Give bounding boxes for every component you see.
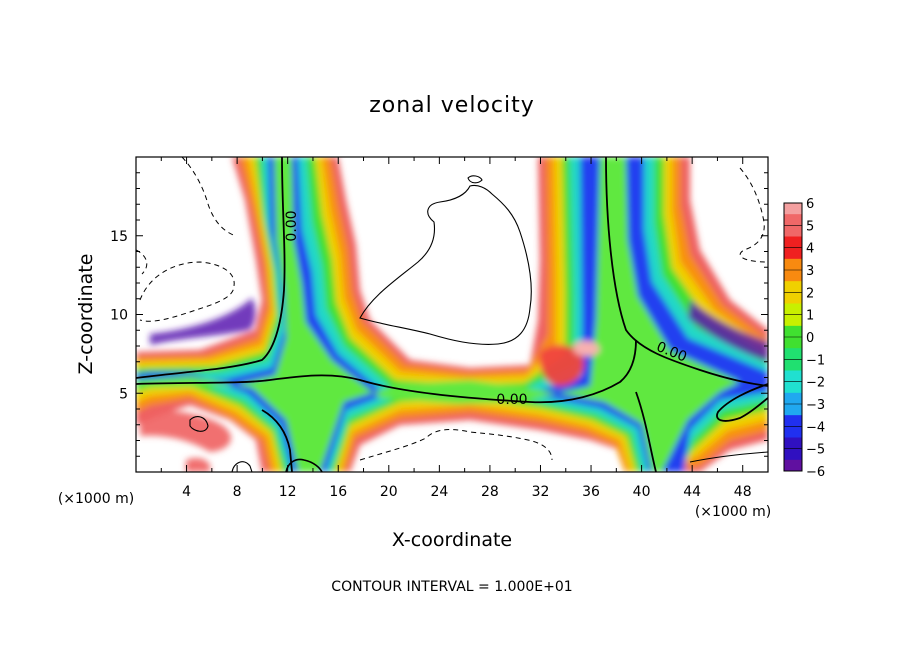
colorbar-segment xyxy=(784,359,802,371)
colorbar-segment xyxy=(784,448,802,461)
x-tick-label: 8 xyxy=(233,484,242,500)
x-tick-label: 44 xyxy=(683,484,701,500)
colorbar-label: −1 xyxy=(806,353,825,368)
contour-solid-small xyxy=(467,175,483,184)
x-tick-label: 20 xyxy=(380,484,398,500)
contour-solid-bottomleft xyxy=(189,416,209,432)
colorbar-segment xyxy=(784,225,802,237)
x-tick-label: 32 xyxy=(532,484,550,500)
y-tick-label: 5 xyxy=(119,386,128,402)
colorbar-segment xyxy=(784,214,802,226)
colorbar-segment xyxy=(784,270,802,282)
contour-lines xyxy=(136,157,768,472)
colorbar-segment xyxy=(784,325,802,338)
contour-zero-left xyxy=(136,157,286,379)
colorbar-segment xyxy=(784,370,802,383)
x-tick-label: 28 xyxy=(481,484,499,500)
colorbar-label: −6 xyxy=(806,465,825,480)
contour-solid-bottom xyxy=(231,461,253,472)
colorbar-segment xyxy=(784,314,802,327)
contour-zero-right-edge xyxy=(716,383,768,422)
colorbar-segment xyxy=(784,392,802,405)
colorbar-label: −4 xyxy=(806,420,825,435)
patch-purple-left xyxy=(150,298,256,345)
colorbar-label: −2 xyxy=(806,376,825,391)
colorbar-segment xyxy=(784,459,802,472)
colorbar-segment xyxy=(784,381,802,394)
x-unit-left: (×1000 m) xyxy=(58,491,134,507)
colorbar-segment xyxy=(784,348,802,360)
contour-zero-right xyxy=(605,157,768,387)
colorbar-label: 3 xyxy=(806,264,814,279)
x-unit-right: (×1000 m) xyxy=(695,504,771,520)
x-axis-label: X-coordinate xyxy=(392,529,512,551)
colorbar-segment xyxy=(784,303,802,316)
patch-red-bottomleft xyxy=(140,410,232,452)
contour-dashed-bottom xyxy=(359,429,553,461)
x-tick-label: 48 xyxy=(734,484,752,500)
colorbar-segment xyxy=(784,292,802,304)
patch-red-bottom xyxy=(186,457,210,472)
contour-label-left: 0.00 xyxy=(284,210,300,241)
x-tick-label: 4 xyxy=(182,484,191,500)
colorbar-segment xyxy=(784,281,802,293)
colorbar-label: −3 xyxy=(806,398,825,413)
x-tick-label: 24 xyxy=(430,484,448,500)
colorbar-segment xyxy=(784,437,802,450)
x-tick-label: 40 xyxy=(633,484,651,500)
x-tick-label: 12 xyxy=(279,484,297,500)
contour-dashed-left-loop xyxy=(139,261,235,322)
band-green-core xyxy=(136,157,740,472)
colorbar-segment xyxy=(784,236,802,249)
y-axis-label: Z-coordinate xyxy=(75,254,97,375)
chart-title: zonal velocity xyxy=(369,93,535,118)
contour-interval-note: CONTOUR INTERVAL = 1.000E+01 xyxy=(331,579,572,595)
contour-dashed-topleft xyxy=(181,157,237,237)
colorbar-segment xyxy=(784,203,802,215)
colorbar-label: 2 xyxy=(806,286,814,301)
colorbar-label: 6 xyxy=(806,197,814,212)
contour-zero-layer xyxy=(136,339,637,404)
colorbar-segment xyxy=(784,426,802,438)
patch-pink-right xyxy=(574,340,600,357)
colorbar-segment xyxy=(784,415,802,427)
contour-solid-right-bottom xyxy=(689,451,768,463)
colorbar: 6 5 4 3 2 1 0 −1 −2 −3 −4 −5 −6 xyxy=(783,197,825,480)
x-axis-ticks: 4 8 12 16 20 24 28 32 36 40 44 48 xyxy=(160,157,752,500)
plot-area: 0.00 0.00 0.00 4 8 12 16 20 24 28 32 36 40 44 48 51… xyxy=(110,156,769,500)
colorbar-label: 5 xyxy=(806,219,814,234)
x-tick-label: 36 xyxy=(582,484,600,500)
colorbar-segment xyxy=(784,337,802,349)
x-tick-label: 16 xyxy=(329,484,347,500)
contour-label-center: 0.00 xyxy=(496,392,527,408)
contour-solid-center xyxy=(359,184,532,345)
colorbar-segment xyxy=(784,247,802,260)
colorbar-label: −5 xyxy=(806,443,825,458)
colorbar-label: 4 xyxy=(806,242,814,257)
contour-zero-bottom-lobe xyxy=(285,458,323,472)
y-tick-label: 10 xyxy=(110,308,128,324)
colorbar-segment xyxy=(784,258,802,271)
contour-dashed-topright xyxy=(739,167,768,263)
colorbar-label: 1 xyxy=(806,309,814,324)
y-tick-label: 15 xyxy=(110,229,128,245)
contour-zero-lower xyxy=(261,409,293,472)
colorbar-label: 0 xyxy=(806,331,814,346)
patch-red-right xyxy=(539,345,585,387)
y-axis-ticks: 5 10 15 xyxy=(110,172,768,457)
patch-purple-right xyxy=(688,300,768,362)
contour-zero-right-lower xyxy=(635,391,657,472)
colorbar-segment xyxy=(784,404,802,416)
